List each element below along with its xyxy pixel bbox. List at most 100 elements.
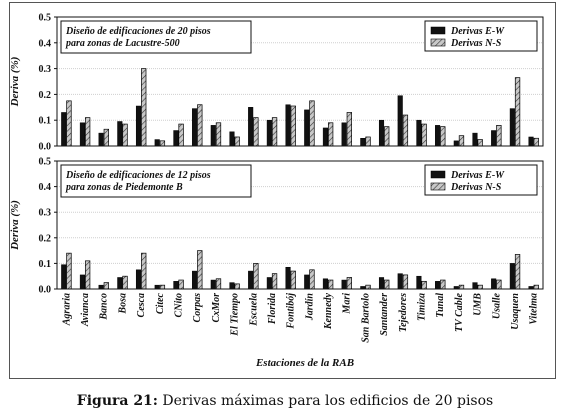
x-category-label: Banco [99,293,110,321]
panel-title-box: Diseño de edificaciones de 20 pisospara … [60,20,252,54]
y-axis-title: Deriva (%) [9,200,21,251]
x-category-label: Florida [267,293,278,325]
chart-panel-1: 0.0 0.1 0.2 0.3 0.4 0.5 Deriva (%) Diseño de ed… [9,13,544,153]
bar-ew [472,132,478,147]
bar-ns [122,123,128,147]
bar-ew [322,127,328,147]
chart-canvas: 0.0 0.1 0.2 0.3 0.4 0.5 Deriva (%) Diseño de ed… [9,13,544,369]
bar-ew [79,274,85,290]
x-category-label: Usaquen [510,293,521,330]
y-tick-label: 0.2 [39,90,52,101]
bar-ew [266,119,272,147]
panel-title-line: Diseño de edificaciones de 12 pisos [65,170,211,181]
y-tick-label: 0.0 [39,285,52,296]
bar-ew [135,105,142,147]
bar-ns [496,125,502,147]
x-category-label: El Tiempo [230,293,241,337]
y-tick-label: 0.5 [39,157,52,168]
legend-label-ew: Derivas E-W [450,26,505,37]
bar-ns [178,279,184,290]
bar-ew [360,138,366,147]
bar-ew [229,131,235,147]
bar-ns [215,278,222,290]
bar-ns [327,122,334,147]
bar-ns [84,260,91,290]
x-category-label: CNito [174,293,185,317]
bar-ns [365,136,371,147]
bar-ns [421,123,427,147]
bar-ns [66,252,72,290]
legend-swatch-ew [430,26,446,35]
x-category-label: Agraria [61,293,72,326]
caption-label: Figura 21: [76,393,158,409]
bar-ew [61,112,67,147]
figure-caption: Figura 21: Derivas máximas para los edif… [0,393,570,409]
bar-ew [509,108,515,147]
bar-ew [378,277,385,290]
panel-title-line: para zonas de Lacustre-500 [65,38,180,49]
bar-ns [309,269,315,290]
bar-ns [346,277,352,290]
legend-swatch-ns [430,182,446,191]
x-axis-title: Estaciones de la RAB [255,357,354,369]
bar-ew [192,108,198,147]
bar-ew [397,273,403,290]
bar-ns [84,117,91,147]
x-category-label: Cesca [136,293,147,317]
legend-label-ns: Derivas N-S [450,38,502,49]
bar-ns [533,137,539,147]
panel-title-line: para zonas de Piedemonte B [65,182,183,193]
bar-ns [197,104,203,147]
bar-ns [309,100,315,147]
bar-ew [266,277,272,290]
bar-ns [271,117,278,147]
x-category-label: Usalle [491,292,502,319]
x-category-label: Tunal [435,293,446,318]
bar-ns [141,252,147,290]
bar-ew [435,281,441,290]
bar-ew [528,136,534,147]
bar-ns [421,280,427,290]
bar-ns [66,100,72,147]
x-category-label: Mari [342,293,353,315]
bar-ns [234,283,240,290]
bar-ns [514,77,521,147]
bar-ew [210,279,216,290]
bar-ns [365,284,371,290]
bar-ns [440,279,446,290]
bar-ew [378,119,385,147]
bar-ew [322,278,328,290]
bar-ew [192,270,198,290]
bar-ns [253,117,259,147]
panel-title-box: Diseño de edificaciones de 12 pisospara … [60,164,252,198]
x-category-label: Timiza [417,293,428,321]
bar-ns [159,140,166,147]
bar-ns [103,128,109,147]
bar-ew [341,122,347,147]
bar-ns [384,279,390,290]
bar-ew [173,130,179,147]
x-category-label: Escuela [248,293,259,327]
bar-ns [122,275,128,290]
y-tick-label: 0.3 [39,64,52,75]
y-tick-label: 0.5 [39,13,52,24]
x-category-label: Santander [379,293,390,336]
bar-ew [304,274,310,290]
caption-text: Derivas máximas para los edificios de 20… [162,393,494,409]
panel-title-line: Diseño de edificaciones de 20 pisos [65,26,211,37]
bar-ns [141,68,147,147]
plot-area-frame [56,16,544,147]
title-box-frame [60,20,252,54]
x-category-label: Fontibój [286,293,297,330]
bar-ns [178,123,184,147]
bar-ew [416,119,422,147]
bar-ns [458,284,465,290]
x-category-label: Bosa [117,293,128,315]
legend-label-ns: Derivas N-S [450,182,502,193]
bar-ns [477,139,483,147]
bar-ns [514,254,521,290]
x-category-label: Jardín [304,293,315,322]
y-tick-label: 0.2 [39,233,52,244]
